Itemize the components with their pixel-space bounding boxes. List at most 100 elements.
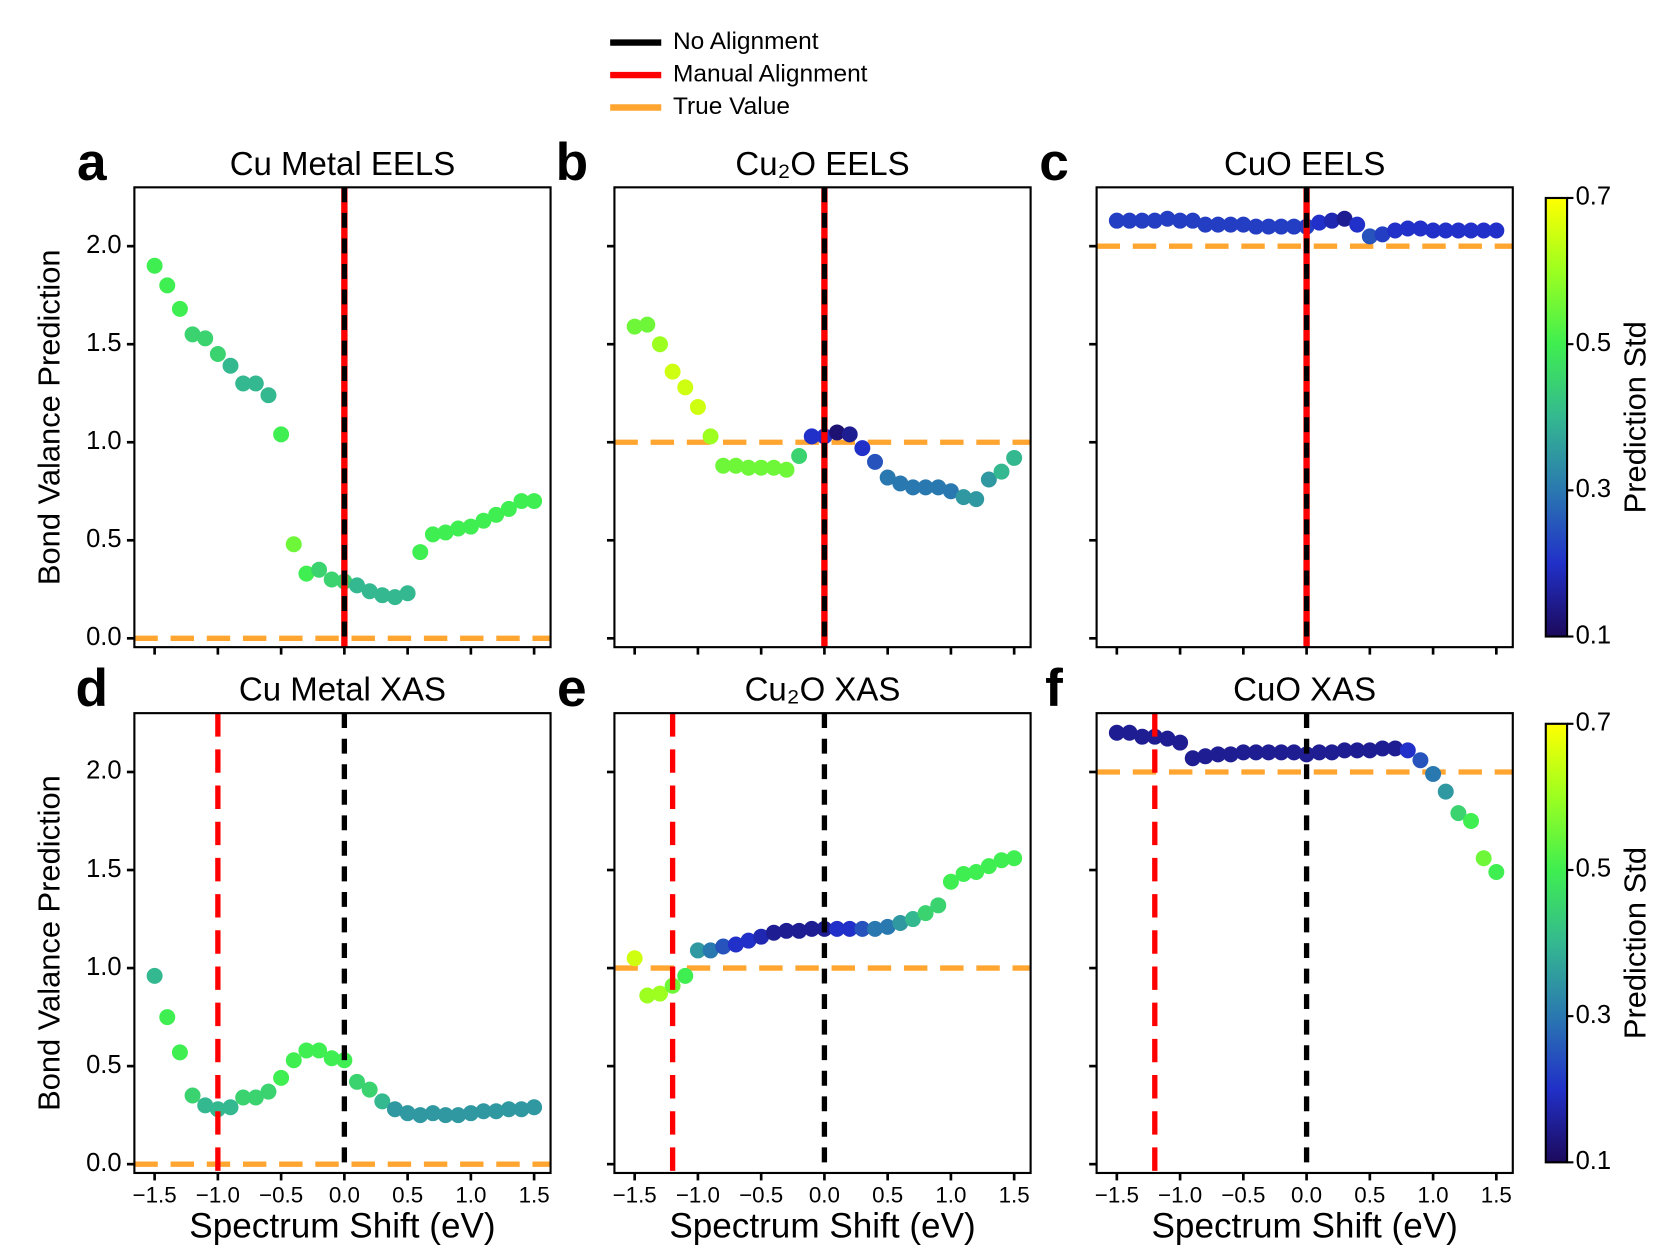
x-tick-label: −1.5 [613,1182,657,1207]
point [450,1107,467,1124]
point [209,1101,226,1118]
point [1248,744,1264,761]
point [892,475,909,492]
point [1336,742,1353,759]
point [437,1107,454,1124]
point [197,1097,214,1114]
colorbar-tick-label: 0.1 [1576,621,1612,649]
point [386,589,403,606]
point [715,938,732,955]
point [285,1052,302,1069]
x-tick-label: 0.5 [1354,1182,1385,1207]
point [1323,744,1340,761]
point [689,942,706,959]
point [1172,734,1189,751]
point [942,873,959,890]
point [1210,746,1227,763]
point [740,932,757,949]
point [488,1103,505,1120]
point [689,398,706,415]
point [1311,214,1328,231]
point [462,518,479,535]
point [917,905,934,922]
point [437,524,454,541]
x-tick-label: 1.0 [935,1182,966,1207]
point [159,1009,176,1026]
point [323,1050,340,1067]
point [1336,210,1353,227]
x-tick-label: 1.5 [999,1182,1030,1207]
point [184,326,201,343]
x-tick-label: −1.0 [1158,1182,1202,1207]
point [1475,850,1492,867]
x-tick-label: −1.5 [1095,1182,1139,1207]
x-tick-label: 0.5 [872,1182,903,1207]
y-tick-label: 0.5 [86,525,122,553]
panel-letter: f [1045,659,1063,718]
point [626,318,643,335]
point [867,453,883,470]
point [146,967,163,984]
point [1222,216,1239,233]
point [462,1105,479,1122]
y-tick-label: 2.0 [86,231,122,259]
point [500,1101,517,1118]
x-tick-label: 1.0 [455,1182,486,1207]
point [349,577,365,594]
point [247,375,264,392]
point [829,920,846,937]
point [955,489,972,506]
y-tick-label: 1.5 [86,855,122,883]
x-tick-label: −1.0 [676,1182,720,1207]
x-axis-label: Spectrum Shift (eV) [189,1207,495,1246]
point [1450,222,1467,239]
point [879,469,896,486]
point [1463,813,1480,829]
point [361,583,378,600]
point [222,1099,239,1116]
point [424,526,441,543]
point [778,922,795,939]
y-tick-label: 0.0 [86,623,122,651]
point [526,493,543,510]
point [993,852,1010,869]
axes-frame [133,186,552,649]
point [740,459,757,476]
point [778,461,795,478]
point [311,1042,328,1059]
panel-letter: e [557,659,587,718]
point [475,1103,492,1120]
point [1108,724,1125,741]
point [1210,216,1227,233]
legend-label: True Value [673,93,790,120]
point [1399,742,1416,759]
colorbar-label: Prediction Std [1617,847,1652,1039]
point [1134,212,1151,229]
panel: e Cu₂O XAS −1.5 −1.0 −0.5 0.0 0.5 1.0 1.5 Spectru… [557,659,1032,1246]
point [1425,765,1442,782]
point [1285,744,1302,761]
point [1387,740,1404,757]
point [349,1073,365,1090]
point [1260,218,1277,235]
point [968,863,985,880]
point [1412,220,1429,237]
point [273,1069,290,1086]
panel-letter: a [77,133,107,192]
x-tick-label: −1.5 [133,1182,177,1207]
point [791,447,808,464]
point [1475,222,1492,239]
point [803,428,820,445]
point [1134,728,1151,745]
point [260,387,277,404]
colorbar-tick-label: 0.3 [1576,475,1612,503]
colorbar-tick-label: 0.3 [1576,1001,1612,1029]
point [765,459,782,476]
point [1006,850,1023,867]
point [1235,216,1252,233]
axes-frame [1095,712,1514,1175]
colorbar-tick-label: 0.1 [1576,1147,1612,1175]
point [475,512,492,529]
point [1361,228,1378,245]
point [702,942,719,959]
